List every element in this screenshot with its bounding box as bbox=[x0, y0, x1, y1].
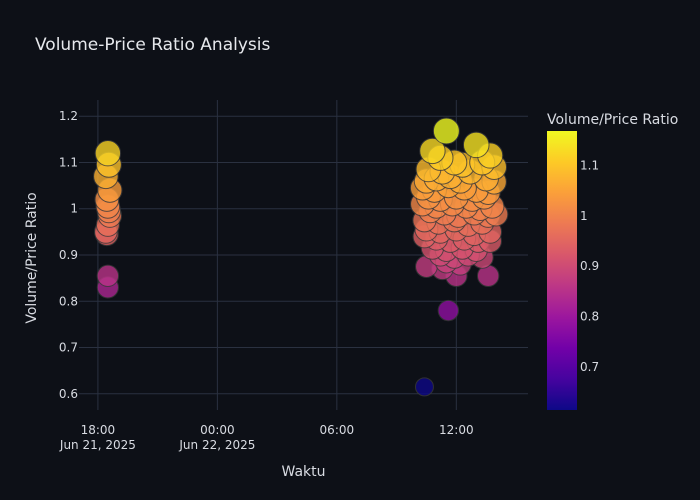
scatter-points bbox=[93, 117, 509, 397]
y-tick-label: 0.8 bbox=[59, 294, 78, 308]
colorbar-tick-label: 1 bbox=[580, 209, 588, 223]
y-tick-label: 1 bbox=[70, 202, 78, 216]
y-tick-label: 1.2 bbox=[59, 109, 78, 123]
x-tick-date-label: Jun 21, 2025 bbox=[59, 438, 136, 452]
data-point bbox=[94, 140, 122, 167]
data-point bbox=[414, 377, 434, 397]
colorbar bbox=[547, 131, 577, 410]
colorbar-ticks: 0.7 0.8 0.9 1 1.1 bbox=[580, 158, 599, 374]
chart-title: Volume-Price Ratio Analysis bbox=[35, 35, 270, 55]
y-tick-label: 1.1 bbox=[59, 155, 78, 169]
data-point bbox=[419, 137, 446, 165]
y-axis-title: Volume/Price Ratio bbox=[24, 192, 40, 323]
x-axis-title: Waktu bbox=[282, 464, 326, 480]
data-point bbox=[432, 117, 460, 145]
colorbar-tick-label: 0.9 bbox=[580, 259, 599, 273]
y-tick-label: 0.6 bbox=[59, 387, 78, 401]
colorbar-title: Volume/Price Ratio bbox=[547, 112, 678, 128]
colorbar-tick-label: 1.1 bbox=[580, 158, 599, 172]
x-tick-label: 12:00 bbox=[439, 423, 474, 437]
x-tick-label: 00:00 bbox=[200, 423, 235, 437]
data-point bbox=[96, 264, 120, 288]
x-tick-date-label: Jun 22, 2025 bbox=[178, 438, 255, 452]
x-tick-label: 06:00 bbox=[320, 423, 355, 437]
y-axis-ticks: 0.6 0.7 0.8 0.9 1 1.1 1.2 bbox=[59, 109, 78, 401]
data-point bbox=[462, 131, 490, 159]
colorbar-tick-label: 0.7 bbox=[580, 360, 599, 374]
y-tick-label: 0.7 bbox=[59, 341, 78, 355]
colorbar-tick-label: 0.8 bbox=[580, 310, 599, 324]
x-tick-label: 18:00 bbox=[81, 423, 116, 437]
data-point bbox=[437, 299, 460, 322]
y-tick-label: 0.9 bbox=[59, 248, 78, 262]
